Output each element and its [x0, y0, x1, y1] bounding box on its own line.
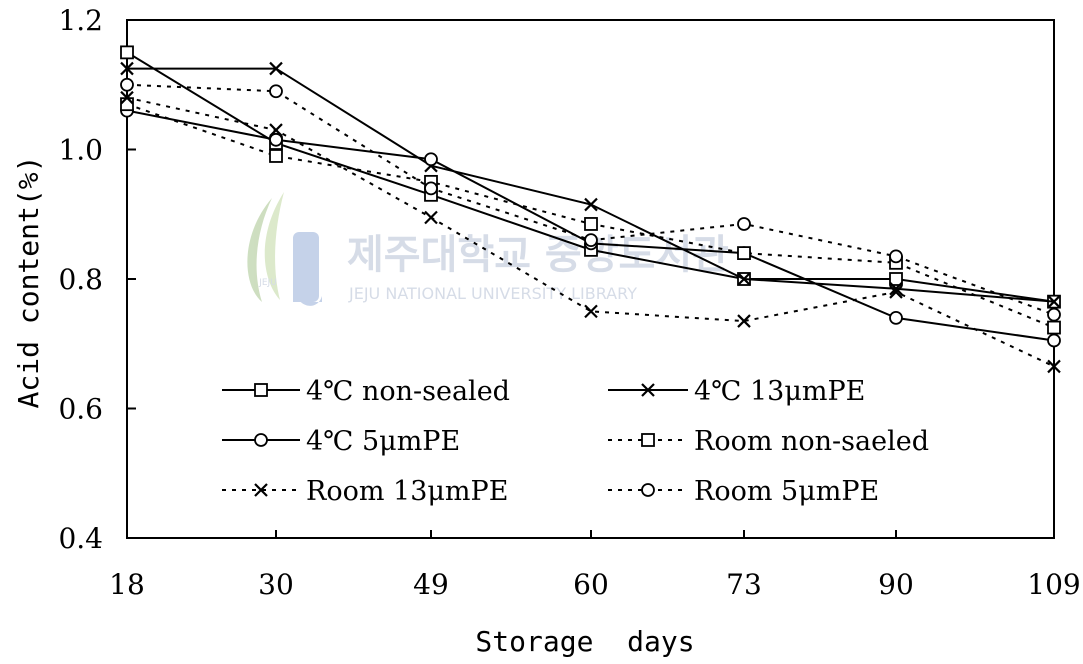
data-point — [424, 210, 438, 225]
x-axis-title: Storage days — [475, 625, 694, 658]
legend-item: Room non-saeled — [608, 426, 929, 457]
legend-item: 4℃ non-sealed — [222, 376, 510, 407]
legend-item: Room 5μmPE — [608, 476, 879, 507]
data-point — [120, 90, 134, 105]
legend: 4℃ non-sealed 4℃ 13μmPE 4℃ 5μmPE Room non-s… — [222, 376, 929, 507]
data-point — [737, 217, 751, 231]
x-tick-label: 49 — [413, 568, 449, 601]
x-tick-label: 109 — [1027, 568, 1080, 601]
x-tick-label: 60 — [573, 568, 609, 601]
data-point — [584, 304, 598, 319]
y-axis-title: Acid content(%) — [12, 156, 45, 409]
data-point — [1047, 294, 1061, 309]
legend-label: Room 13μmPE — [306, 476, 508, 507]
legend-label: 4℃ 5μmPE — [306, 426, 460, 457]
library-emblem-icon — [247, 192, 322, 306]
legend-label: 4℃ 13μmPE — [694, 376, 865, 407]
legend-label: 4℃ non-sealed — [306, 376, 510, 407]
x-axis-ticks: 18 30 49 60 73 90 109 — [109, 530, 1081, 601]
y-axis-ticks: 0.4 0.6 0.8 1.0 1.2 — [58, 4, 136, 555]
data-point — [269, 61, 283, 76]
data-point — [889, 272, 903, 286]
data-point — [120, 45, 134, 60]
data-point — [889, 281, 903, 296]
x-tick-label: 30 — [258, 568, 294, 601]
legend-label: Room 5μmPE — [694, 476, 879, 507]
data-point — [1047, 359, 1061, 374]
watermark: JEJU 제주대학교 중앙도서관 JEJU NATIONAL UNIVERSIT… — [247, 192, 729, 306]
legend-marker — [641, 383, 655, 397]
data-point — [120, 61, 134, 76]
y-tick-label: 0.6 — [58, 393, 103, 426]
data-point — [269, 132, 283, 147]
legend-label: Room non-saeled — [694, 426, 929, 457]
data-point — [424, 152, 438, 167]
data-point — [1047, 320, 1061, 335]
x-tick-label: 18 — [109, 568, 145, 601]
data-point — [120, 97, 134, 112]
watermark-emblem-text: JEJU — [258, 278, 277, 288]
y-tick-label: 1.2 — [58, 4, 103, 37]
y-tick-label: 0.4 — [58, 522, 103, 555]
x-tick-label: 73 — [726, 568, 762, 601]
data-point — [269, 123, 283, 137]
data-point — [1047, 307, 1061, 322]
data-point — [269, 149, 283, 163]
data-point — [737, 246, 751, 261]
data-point — [424, 181, 438, 196]
series-2 — [120, 61, 1061, 309]
x-tick-label: 90 — [878, 568, 914, 601]
legend-item: 4℃ 5μmPE — [222, 426, 460, 457]
data-point — [1047, 333, 1061, 348]
data-point — [584, 197, 598, 212]
data-point — [889, 249, 903, 264]
data-point — [269, 84, 283, 99]
data-point — [584, 233, 598, 248]
y-tick-label: 1.0 — [58, 134, 103, 167]
data-point — [120, 77, 134, 92]
legend-item: 4℃ 13μmPE — [608, 376, 865, 407]
legend-marker — [254, 433, 268, 447]
data-point — [889, 310, 903, 325]
data-point — [737, 314, 751, 328]
data-point — [889, 285, 903, 299]
legend-marker — [254, 483, 268, 497]
watermark-subtitle: JEJU NATIONAL UNIVERSITY LIBRARY — [348, 284, 637, 303]
legend-marker — [641, 433, 655, 447]
legend-marker — [641, 483, 655, 497]
legend-marker — [254, 383, 268, 397]
series-5 — [120, 90, 1061, 374]
legend-item: Room 13μmPE — [222, 476, 508, 507]
series-6 — [120, 77, 1061, 322]
data-point — [584, 217, 598, 231]
y-tick-label: 0.8 — [58, 263, 103, 296]
data-point — [737, 272, 751, 286]
series-layer — [120, 45, 1061, 374]
